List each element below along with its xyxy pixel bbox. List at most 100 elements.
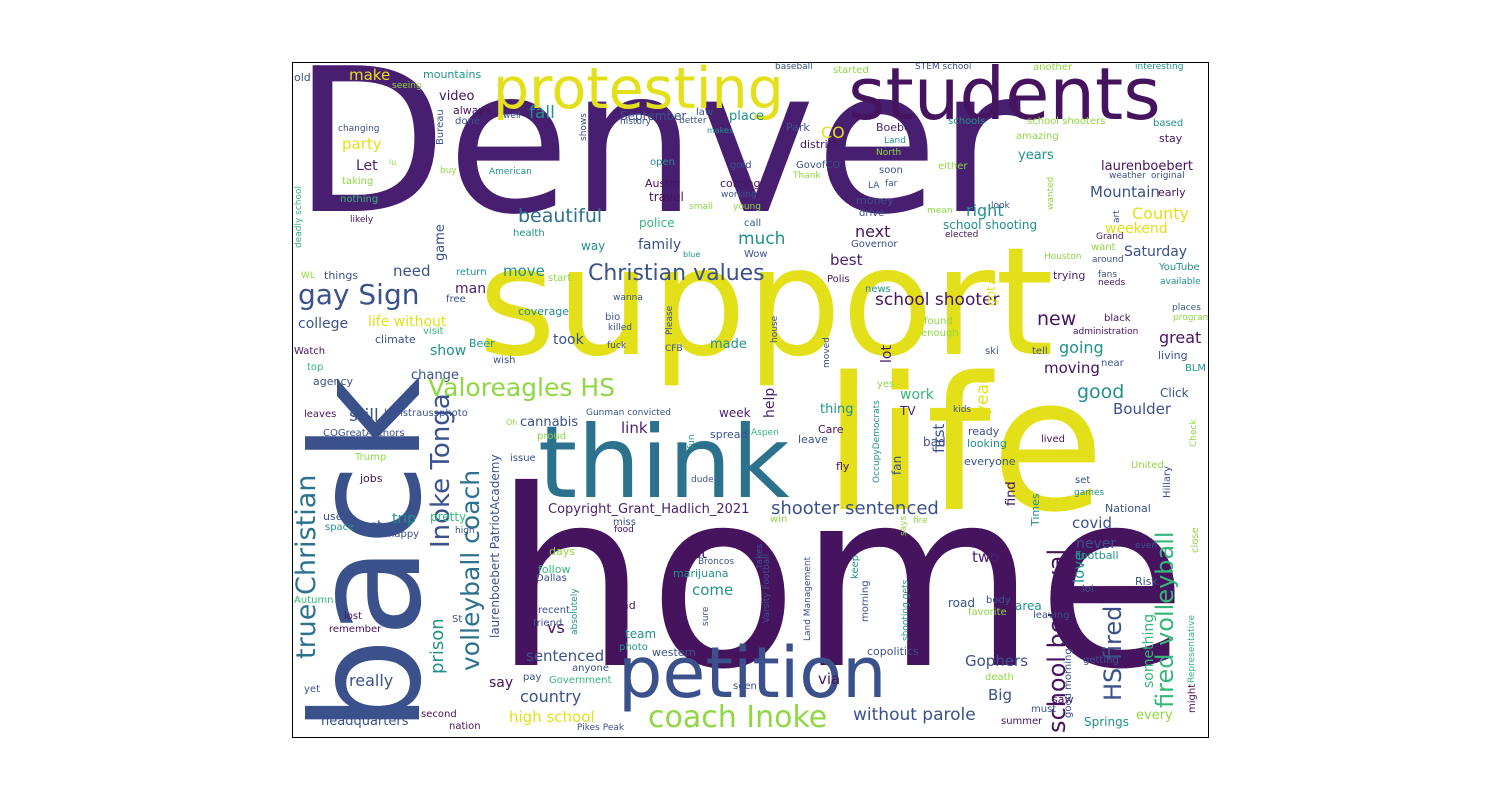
word-video: video — [439, 89, 475, 104]
word-free: free — [446, 294, 466, 305]
word-school-shooter: school shooter — [875, 290, 1000, 310]
word-move: move — [503, 262, 545, 280]
word-year: year — [973, 377, 993, 415]
word-coverage: coverage — [518, 305, 570, 318]
word-work: work — [900, 387, 934, 403]
word-post: post — [354, 519, 383, 534]
word-game: game — [433, 224, 448, 261]
word-headquarters: headquarters — [321, 714, 409, 729]
word-going: going — [1059, 338, 1104, 357]
word-american: American — [489, 167, 532, 177]
word-protesting: protesting — [493, 62, 784, 122]
word-amazing: amazing — [1016, 131, 1059, 142]
word-baseball: baseball — [775, 62, 813, 72]
word-nation: nation — [449, 721, 481, 732]
word-true-christian: true Christian — [292, 474, 322, 659]
word-wanted: wanted — [1046, 176, 1056, 210]
word-living: living — [1158, 349, 1188, 362]
word-stay: stay — [1159, 132, 1183, 145]
word-family: family — [638, 237, 682, 253]
word-elected: elected — [945, 230, 979, 240]
word-drive: drive — [859, 208, 885, 219]
word-news: news — [865, 284, 891, 295]
word-proud: proud — [537, 431, 567, 442]
word-summer: summer — [1001, 716, 1043, 727]
word-something: something — [1141, 613, 1157, 688]
word-link: link — [621, 419, 648, 437]
word-gophers: Gophers — [965, 652, 1029, 670]
word-started: started — [833, 65, 869, 76]
word-money: money — [856, 194, 894, 207]
word-pretty: pretty — [430, 510, 467, 524]
word-jobs: jobs — [360, 472, 383, 485]
word-laurenboebert: laurenboebert — [1101, 159, 1194, 174]
word-mountains: mountains — [423, 68, 482, 81]
word-needs: needs — [1098, 278, 1126, 288]
word-fun: fun — [687, 434, 697, 449]
word-trying: trying — [1053, 269, 1086, 282]
word-houston: Houston — [1044, 252, 1082, 262]
word-fire: fire — [913, 516, 928, 526]
word-killed: killed — [608, 323, 632, 333]
word-pay: pay — [523, 672, 542, 683]
word-based: based — [1153, 118, 1184, 129]
word-done: done — [455, 116, 480, 127]
word-says: says — [899, 515, 909, 536]
word-looking: looking — [967, 437, 1007, 450]
word-follow: follow — [538, 563, 571, 576]
word-house: house — [770, 315, 780, 343]
word-blue: blue — [683, 250, 701, 259]
word-years: years — [1018, 148, 1054, 163]
word-wish: wish — [493, 355, 516, 366]
word-last: last — [680, 544, 708, 562]
word-history: history — [620, 117, 651, 127]
word-come: come — [692, 581, 734, 599]
word-bureau: Bureau — [435, 109, 446, 145]
word-must: must — [1031, 704, 1057, 715]
word-district: district — [800, 138, 839, 151]
word-health: health — [513, 228, 545, 239]
word-students: students — [848, 62, 1161, 136]
word-good: good — [1077, 381, 1125, 403]
word-la: LA — [868, 181, 880, 191]
word-wl: WL — [301, 271, 315, 281]
word-saturday: Saturday — [1124, 244, 1188, 260]
word-beer: Beer — [469, 337, 495, 350]
word-great: great — [1159, 328, 1202, 347]
word-way: way — [581, 239, 606, 253]
word-seeing: seeing — [392, 81, 422, 91]
word-made: made — [710, 337, 747, 352]
word-high-school: high school — [509, 708, 595, 726]
word-near: near — [1101, 358, 1124, 369]
word-working: working — [721, 190, 757, 200]
word-check: Check — [1189, 419, 1199, 447]
word-agency: agency — [313, 375, 354, 388]
word-fly: fly — [836, 460, 850, 473]
word-open: open — [650, 157, 675, 168]
word-via: via — [818, 670, 841, 688]
word-sure: sure — [701, 606, 711, 626]
word-everyone: everyone — [964, 455, 1016, 468]
word-bad: bad — [923, 435, 946, 449]
word-climate: climate — [375, 333, 416, 346]
word-two: two — [972, 548, 1000, 566]
word-sentenced: sentenced — [526, 647, 605, 665]
word-makes: makes — [707, 126, 734, 135]
word-close: close — [1190, 527, 1201, 553]
word-small: small — [689, 202, 713, 212]
word-call: call — [744, 218, 762, 229]
word-volleyball-coach: volleyball coach — [456, 469, 485, 671]
word-boebert: Boebert — [876, 121, 920, 134]
word-favorite: favorite — [968, 607, 1007, 618]
word-moved: moved — [822, 337, 832, 368]
word-actually: actually — [351, 438, 391, 449]
word-grand: Grand — [1096, 232, 1124, 242]
word-weekend: weekend — [1105, 221, 1168, 237]
word-around: around — [1092, 255, 1124, 265]
word-copyright: Copyright_Grant_Hadlich_2021 — [548, 502, 750, 517]
word-click: Click — [1160, 386, 1189, 400]
word-beautiful: beautiful — [518, 205, 603, 227]
word-kids: kids — [953, 405, 972, 415]
word-friend: friend — [533, 618, 563, 629]
word-absolutely: absolutely — [570, 588, 580, 635]
